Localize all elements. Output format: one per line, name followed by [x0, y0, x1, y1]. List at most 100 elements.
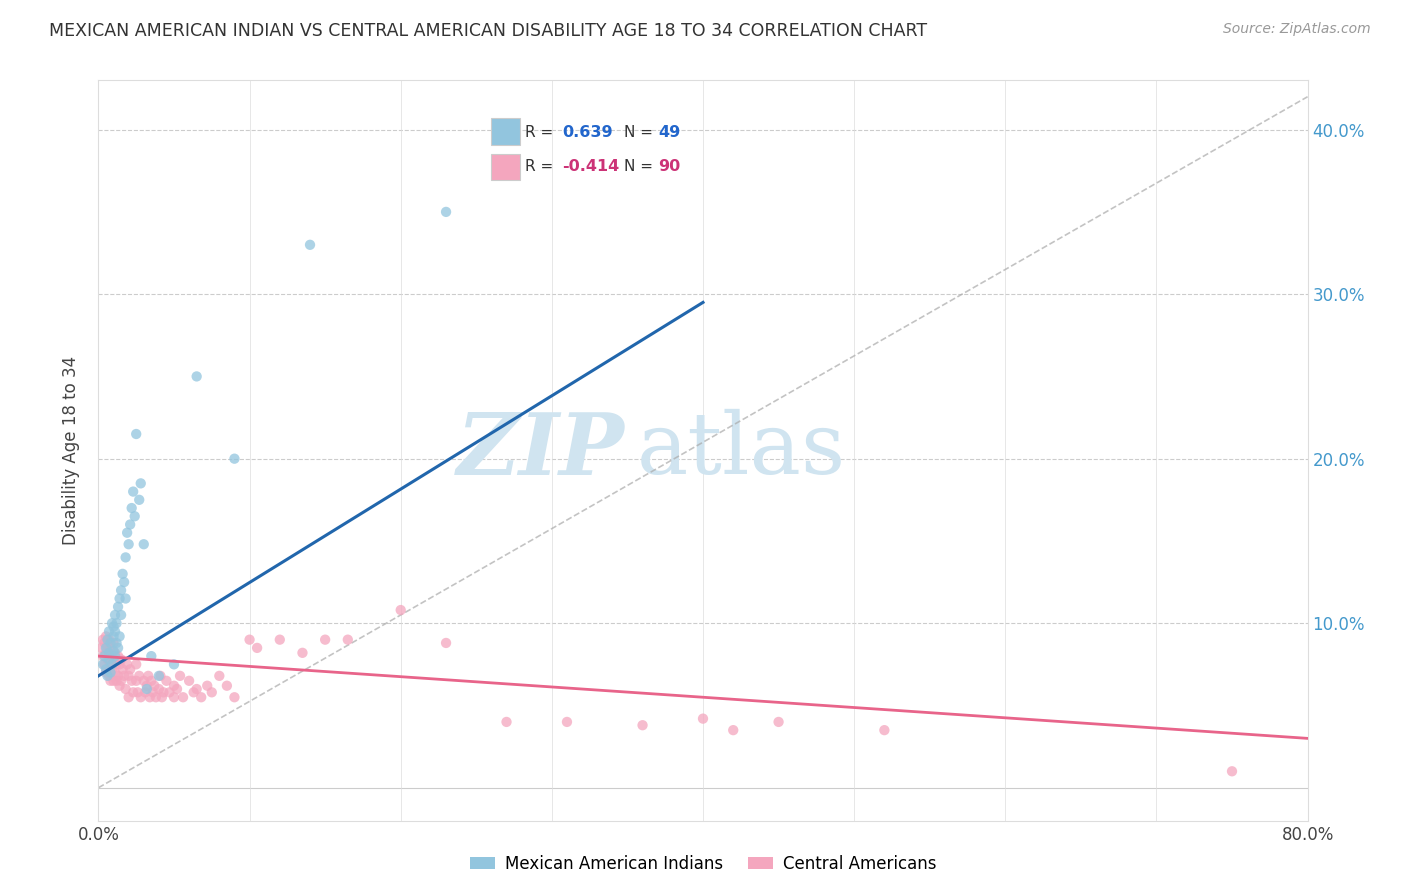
- Point: [94, 665, 117, 680]
- Text: MEXICAN AMERICAN INDIAN VS CENTRAL AMERICAN DISABILITY AGE 18 TO 34 CORRELATION : MEXICAN AMERICAN INDIAN VS CENTRAL AMERI…: [49, 22, 928, 40]
- Point: [208, 669, 231, 683]
- Point: [105, 673, 128, 688]
- Point: [107, 649, 129, 664]
- Point: [224, 690, 246, 705]
- Point: [186, 681, 208, 696]
- Point: [132, 673, 155, 688]
- Point: [125, 673, 148, 688]
- Point: [135, 681, 157, 696]
- Point: [110, 652, 132, 666]
- Text: Source: ZipAtlas.com: Source: ZipAtlas.com: [1223, 22, 1371, 37]
- Point: [163, 690, 186, 705]
- Point: [128, 492, 150, 507]
- Y-axis label: Disability Age 18 to 34: Disability Age 18 to 34: [62, 356, 80, 545]
- Point: [141, 673, 163, 688]
- Point: [100, 665, 122, 680]
- Point: [107, 669, 129, 683]
- Point: [129, 476, 152, 491]
- Point: [104, 607, 127, 622]
- Point: [100, 657, 122, 672]
- Point: [104, 649, 127, 664]
- Text: atlas: atlas: [637, 409, 845, 492]
- Point: [124, 509, 146, 524]
- Point: [873, 723, 896, 738]
- Point: [115, 657, 138, 672]
- Point: [118, 669, 141, 683]
- Point: [108, 629, 131, 643]
- Point: [100, 640, 122, 655]
- Point: [91, 632, 114, 647]
- Point: [91, 657, 114, 672]
- Point: [145, 690, 167, 705]
- Point: [98, 632, 121, 647]
- Point: [111, 566, 134, 581]
- Point: [101, 657, 124, 672]
- Point: [112, 575, 135, 590]
- Point: [291, 646, 314, 660]
- Point: [90, 640, 112, 655]
- Point: [93, 657, 115, 672]
- Point: [135, 679, 157, 693]
- Point: [120, 517, 142, 532]
- Point: [179, 673, 201, 688]
- Legend: Mexican American Indians, Central Americans: Mexican American Indians, Central Americ…: [463, 848, 943, 880]
- Point: [103, 652, 125, 666]
- Point: [495, 714, 517, 729]
- Point: [166, 681, 188, 696]
- Point: [132, 537, 155, 551]
- Point: [723, 723, 745, 738]
- Point: [434, 636, 457, 650]
- Point: [389, 603, 412, 617]
- Point: [100, 673, 122, 688]
- Point: [314, 632, 336, 647]
- Point: [110, 673, 132, 688]
- Point: [104, 624, 127, 639]
- Point: [94, 646, 117, 660]
- Point: [103, 619, 125, 633]
- Point: [114, 550, 136, 565]
- Point: [94, 629, 117, 643]
- Point: [115, 525, 138, 540]
- Point: [172, 690, 194, 705]
- Point: [110, 583, 132, 598]
- Point: [139, 690, 162, 705]
- Point: [114, 591, 136, 606]
- Point: [120, 662, 142, 676]
- Point: [121, 673, 143, 688]
- Point: [127, 685, 149, 699]
- Point: [136, 669, 159, 683]
- Point: [142, 685, 165, 699]
- Point: [108, 591, 131, 606]
- Point: [101, 662, 124, 676]
- Point: [768, 714, 790, 729]
- Point: [141, 649, 163, 664]
- Point: [107, 599, 129, 614]
- Point: [91, 649, 114, 664]
- Point: [143, 679, 166, 693]
- Point: [118, 537, 141, 551]
- Point: [149, 669, 172, 683]
- Point: [100, 636, 122, 650]
- Point: [122, 484, 145, 499]
- Point: [111, 662, 134, 676]
- Point: [94, 640, 117, 655]
- Point: [148, 669, 170, 683]
- Point: [195, 679, 218, 693]
- Point: [108, 679, 131, 693]
- Point: [94, 662, 117, 676]
- Point: [122, 685, 145, 699]
- Point: [190, 690, 212, 705]
- Point: [163, 657, 186, 672]
- Point: [129, 690, 152, 705]
- Point: [98, 649, 121, 664]
- Point: [96, 652, 118, 666]
- Point: [239, 632, 262, 647]
- Point: [118, 690, 141, 705]
- Text: ZIP: ZIP: [457, 409, 624, 492]
- Point: [108, 657, 131, 672]
- Point: [96, 632, 118, 647]
- Point: [224, 451, 246, 466]
- Point: [1220, 764, 1243, 779]
- Point: [555, 714, 578, 729]
- Point: [692, 712, 714, 726]
